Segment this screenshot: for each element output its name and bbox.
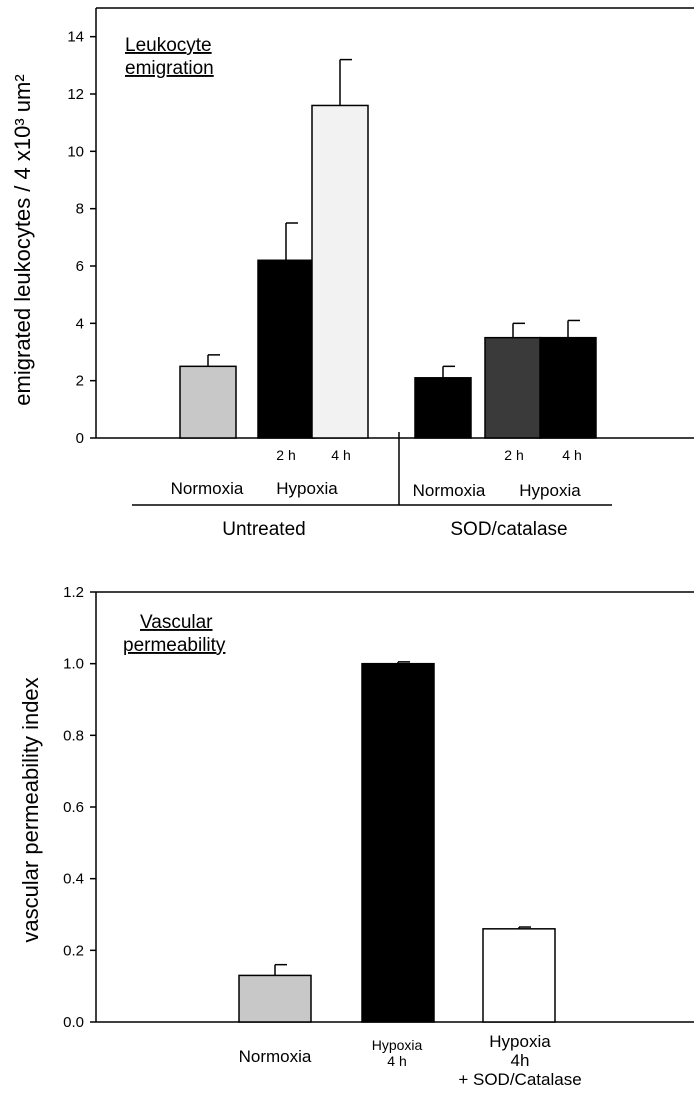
top-label-4h-right: 4 h [562, 447, 581, 463]
y-tick-label: 10 [67, 143, 84, 160]
bar-1 [179, 365, 237, 439]
top-chart-annotation-line1: Leukocyte [125, 35, 212, 56]
top-group-sod-catalase: SOD/catalase [450, 519, 567, 540]
top-label-4h-left: 4 h [331, 447, 350, 463]
bottom-chart-y-ticks: 0.0 0.2 0.4 0.6 0.8 1.0 1.2 [63, 584, 96, 1031]
y-tick-label: 0.4 [63, 871, 84, 888]
top-label-normoxia-left: Normoxia [171, 479, 244, 498]
y-tick-label: 0.0 [63, 1014, 84, 1031]
top-label-hypoxia-left: Hypoxia [276, 479, 338, 498]
bottom-label-hypoxia-line2: 4 h [387, 1053, 406, 1069]
y-tick-label: 0.6 [63, 799, 84, 816]
bottom-label-hypoxia-line1: Hypoxia [372, 1037, 423, 1053]
top-chart-bars [179, 58, 597, 439]
y-tick-label: 2 [76, 373, 84, 390]
top-chart-annotation-line2: emigration [125, 58, 214, 79]
bottom-chart-annotation-line1: Vascular [140, 612, 213, 633]
top-label-normoxia-right: Normoxia [413, 481, 486, 500]
y-tick-label: 14 [67, 29, 84, 46]
bar-3 [482, 928, 556, 1023]
bottom-chart-y-axis-label: vascular permeability index [18, 677, 43, 942]
top-chart-y-axis-label: emigrated leukocytes / 4 x10³ um² [10, 74, 35, 405]
bottom-label-normoxia: Normoxia [239, 1047, 312, 1066]
bottom-chart-annotation-line2: permeability [123, 635, 226, 656]
bottom-label-sod-line1: Hypoxia [489, 1032, 551, 1051]
y-tick-label: 12 [67, 86, 84, 103]
top-label-2h-right: 2 h [504, 447, 523, 463]
y-tick-label: 1.2 [63, 584, 84, 601]
bar-4 [414, 377, 472, 439]
y-tick-label: 8 [76, 201, 84, 218]
top-label-2h-left: 2 h [276, 447, 295, 463]
bar-2 [361, 662, 435, 1023]
bar-2 [257, 259, 315, 439]
bottom-label-sod-line3: + SOD/Catalase [458, 1070, 581, 1089]
y-tick-label: 1.0 [63, 656, 84, 673]
y-tick-label: 0 [76, 430, 84, 447]
bottom-chart-bars [238, 661, 556, 1023]
y-tick-label: 0.8 [63, 727, 84, 744]
top-chart-y-ticks: 0 2 4 6 8 10 12 14 [67, 29, 96, 447]
top-label-hypoxia-right: Hypoxia [519, 481, 581, 500]
top-group-untreated: Untreated [222, 519, 305, 540]
bar-5 [484, 336, 542, 439]
permeability-chart: 0.0 0.2 0.4 0.6 0.8 1.0 1.2 vascular permeabil… [18, 584, 694, 1089]
bar-3 [311, 104, 369, 439]
leukocyte-chart: 0 2 4 6 8 10 12 14 emigrated leukocytes / 4 x10… [10, 7, 694, 540]
bottom-label-sod-line2: 4h [511, 1051, 530, 1070]
y-tick-label: 4 [76, 315, 84, 332]
y-tick-label: 6 [76, 258, 84, 275]
y-tick-label: 0.2 [63, 942, 84, 959]
bar-1 [238, 974, 312, 1023]
bar-6 [539, 336, 597, 439]
